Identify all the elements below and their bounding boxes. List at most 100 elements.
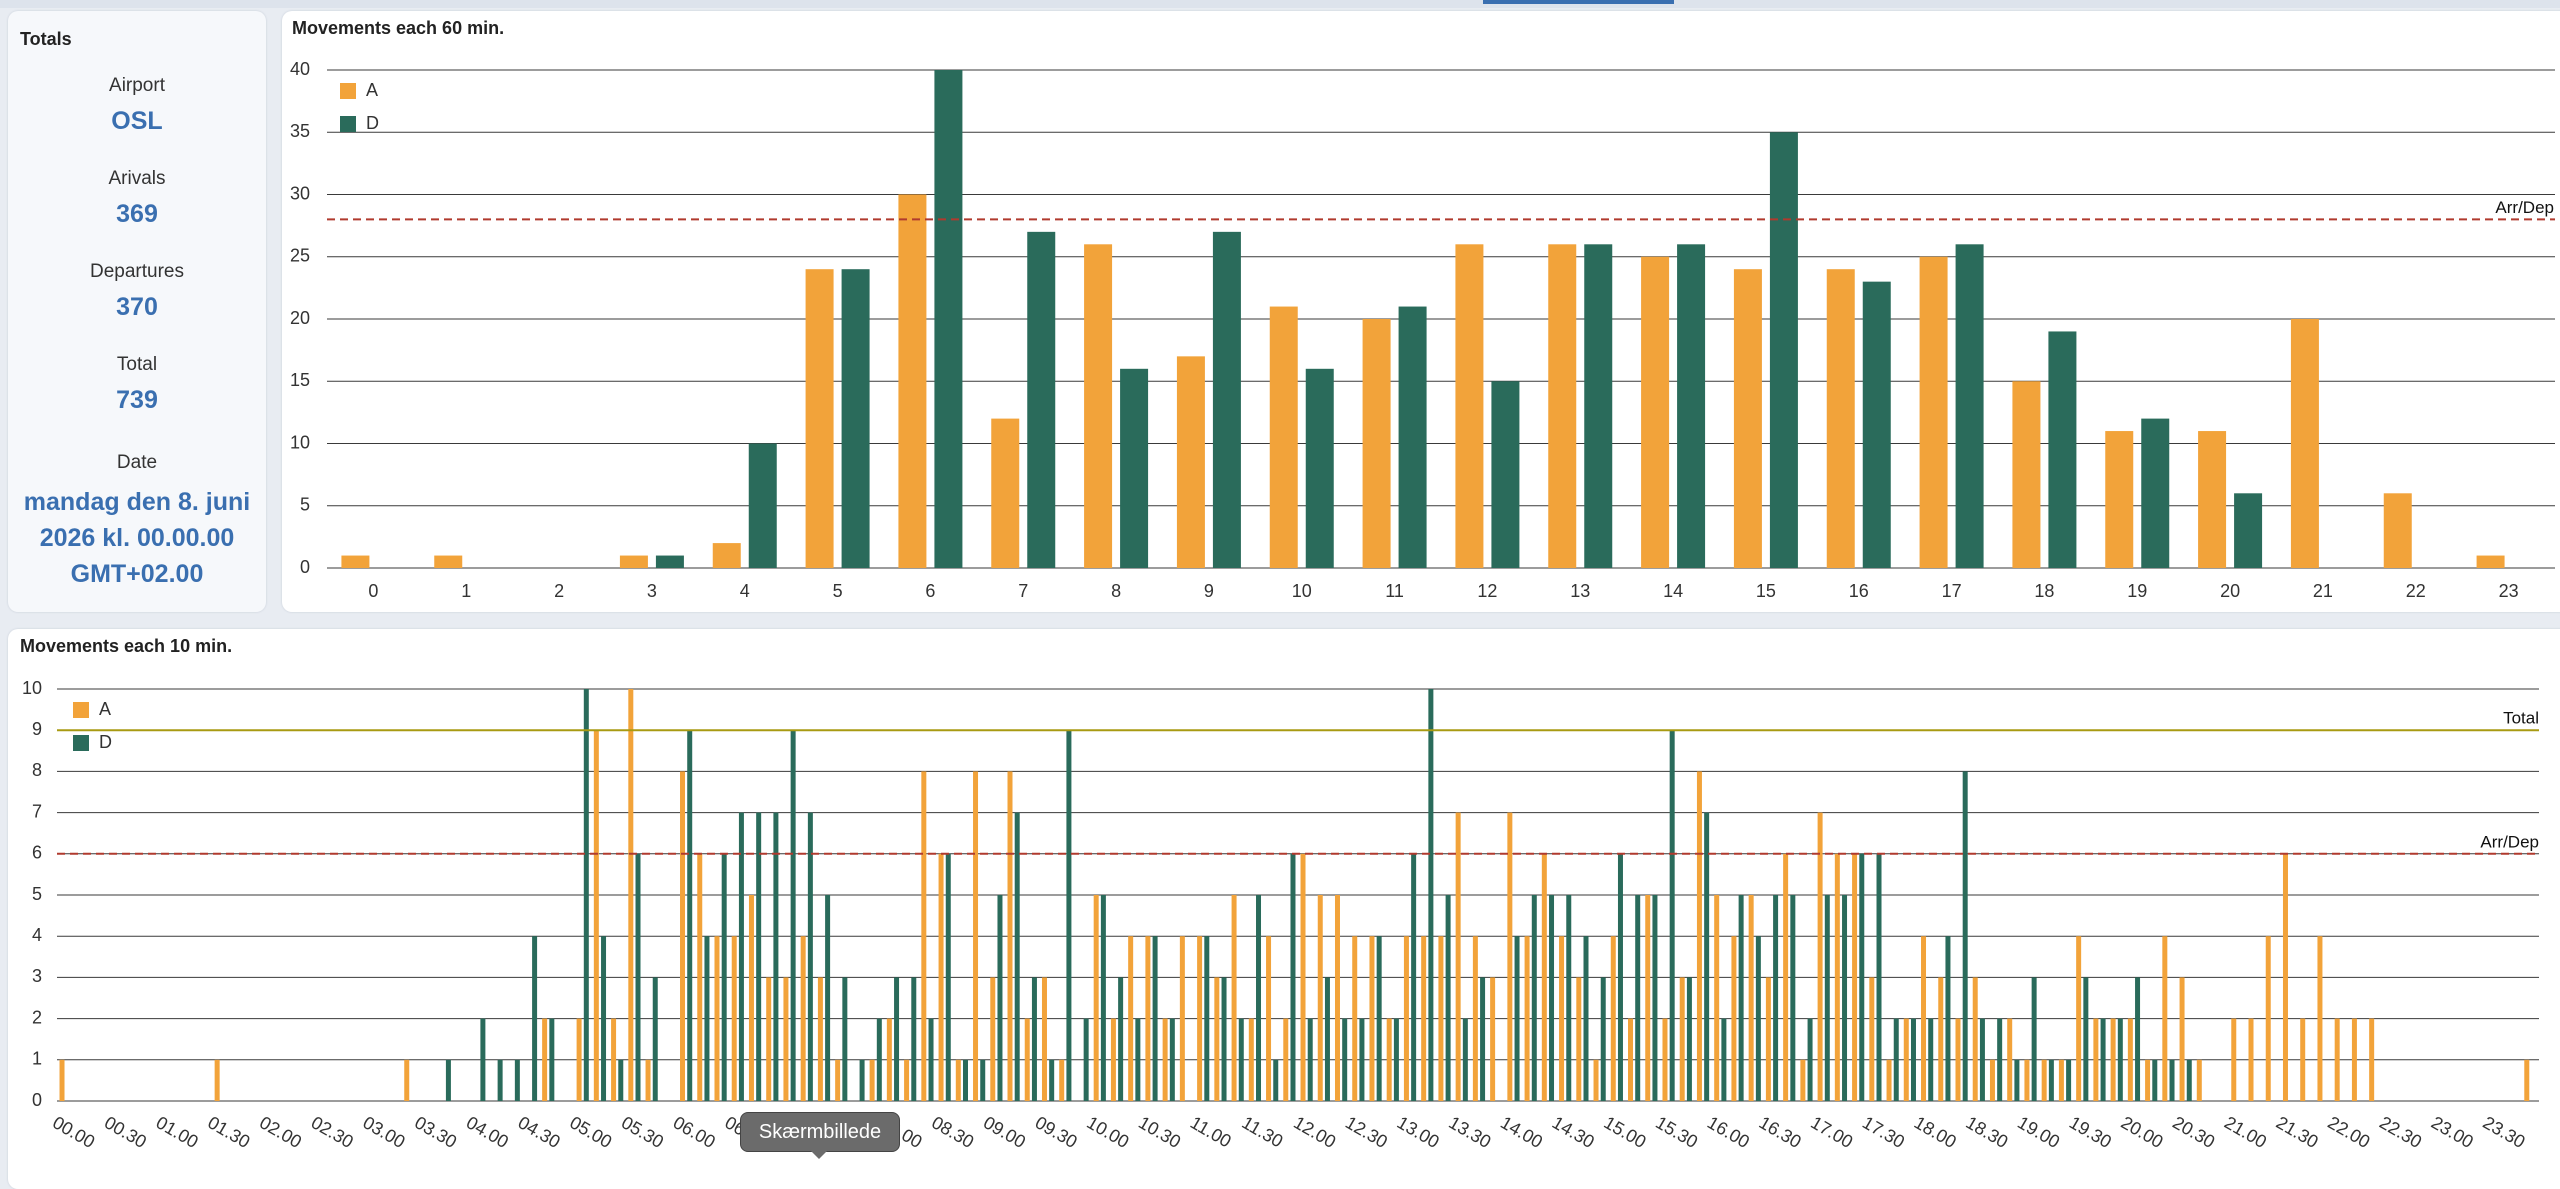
bar [1197,936,1203,1101]
x-tick-label: 01.00 [153,1112,202,1152]
bar [687,730,693,1101]
bar [1386,1018,1392,1101]
bar [1305,368,1334,568]
bar [962,1059,968,1101]
x-tick-label: 23.00 [2428,1112,2477,1152]
bar [1324,977,1330,1101]
reference-label: Total [2503,709,2539,728]
x-tick-label: 09.30 [1032,1112,1081,1152]
bar [1997,1018,2003,1101]
bar [1049,1059,1055,1101]
bar [1041,977,1047,1101]
x-tick-label: 00.30 [101,1112,150,1152]
bar [2198,431,2227,568]
bar [1876,853,1882,1101]
bar [2048,1059,2054,1101]
x-tick-label: 13.00 [1394,1112,1443,1152]
legend-swatch [73,735,89,751]
bar [1910,1018,1916,1101]
bar [1886,1059,1892,1101]
item-value: mandag den 8. juni 2026 kl. 00.00.00 GMT… [23,488,251,588]
x-tick-label: 11 [1385,581,1404,601]
bar [1641,256,1670,568]
bar [480,1018,486,1101]
bar [842,977,848,1101]
bar [1152,936,1158,1101]
top-strip [0,0,2560,8]
bar [1110,1018,1116,1101]
bar [1610,936,1616,1101]
bar [1765,977,1771,1101]
bar [1120,368,1149,568]
bar [1524,936,1530,1101]
bar [1490,977,1496,1101]
x-tick-label: 23 [2499,581,2519,601]
x-tick-label: 19 [2127,581,2147,601]
bar [990,977,996,1101]
bar [1352,936,1358,1101]
bar [628,689,634,1101]
bar [445,1059,451,1101]
x-tick-label: 0 [368,581,378,601]
bar [341,555,370,568]
bar [1118,977,1124,1101]
x-tick-label: 1 [461,581,471,601]
bar [738,812,744,1101]
item-value: 369 [116,200,158,228]
x-tick-label: 15.00 [1600,1112,1649,1152]
bar [1084,244,1113,569]
bar [1445,895,1451,1101]
bar [1411,853,1417,1101]
bar [404,1059,410,1101]
bar [2066,1059,2072,1101]
bar [991,418,1020,568]
bar [434,555,463,568]
x-tick-label: 14.00 [1497,1112,1546,1152]
bar [1738,895,1744,1101]
bar [1862,281,1891,568]
bar [549,1018,555,1101]
x-tick-label: 5 [833,581,843,601]
x-tick-label: 16.30 [1756,1112,1805,1152]
legend-label: A [99,699,111,719]
bar [1145,936,1151,1101]
bar [938,853,944,1101]
bar [980,1059,986,1101]
y-tick-label: 35 [290,121,310,141]
bar [807,812,813,1101]
y-tick-label: 2 [32,1007,42,1027]
bar [2100,1018,2106,1101]
y-tick-label: 10 [290,432,310,452]
bar [1428,689,1434,1101]
bar [2135,977,2141,1101]
item-label: Arivals [108,168,166,189]
bar [1014,812,1020,1101]
bar [1859,853,1865,1101]
bar [704,936,710,1101]
bar [1214,977,1220,1101]
bar [859,1059,865,1101]
bar [805,269,834,568]
bar [841,269,870,568]
bar [2169,1059,2175,1101]
x-tick-label: 7 [1018,581,1028,601]
x-tick-label: 05.00 [566,1112,615,1152]
bar [1238,1018,1244,1101]
x-tick-label: 00.00 [49,1112,98,1152]
bar [1645,895,1651,1101]
active-tab[interactable] [1483,0,1674,4]
bar [712,543,741,568]
bar [2351,1018,2357,1101]
x-tick-label: 4 [740,581,750,601]
bar [1869,977,1875,1101]
bar [645,1059,651,1101]
bar [1628,1018,1634,1101]
legend-swatch [340,83,356,99]
bar [1962,771,1968,1101]
bar [817,977,823,1101]
bar [1721,1018,1727,1101]
bar [1455,244,1484,569]
bar [1834,853,1840,1101]
bar [1755,936,1761,1101]
